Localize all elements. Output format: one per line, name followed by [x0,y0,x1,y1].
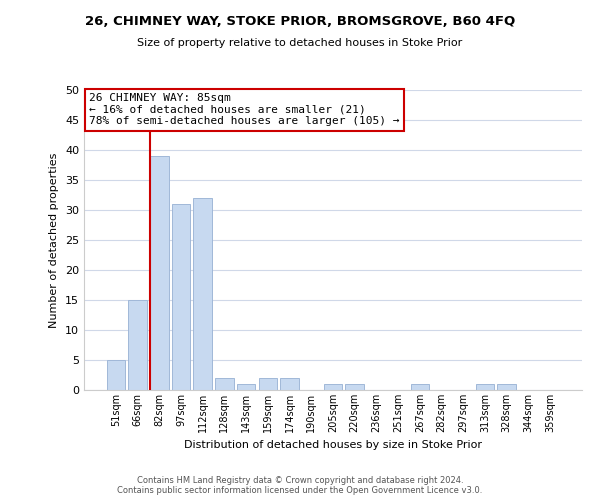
Bar [324,384,342,390]
Bar [128,300,147,390]
Bar [193,198,212,390]
Bar [259,378,277,390]
Bar [476,384,494,390]
Y-axis label: Number of detached properties: Number of detached properties [49,152,59,328]
Bar [237,384,256,390]
Text: Size of property relative to detached houses in Stoke Prior: Size of property relative to detached ho… [137,38,463,48]
Bar [172,204,190,390]
Text: 26, CHIMNEY WAY, STOKE PRIOR, BROMSGROVE, B60 4FQ: 26, CHIMNEY WAY, STOKE PRIOR, BROMSGROVE… [85,15,515,28]
Text: 26 CHIMNEY WAY: 85sqm
← 16% of detached houses are smaller (21)
78% of semi-deta: 26 CHIMNEY WAY: 85sqm ← 16% of detached … [89,93,400,126]
X-axis label: Distribution of detached houses by size in Stoke Prior: Distribution of detached houses by size … [184,440,482,450]
Bar [150,156,169,390]
Bar [346,384,364,390]
Bar [497,384,516,390]
Bar [410,384,429,390]
Bar [280,378,299,390]
Bar [107,360,125,390]
Bar [215,378,233,390]
Text: Contains HM Land Registry data © Crown copyright and database right 2024.
Contai: Contains HM Land Registry data © Crown c… [118,476,482,495]
